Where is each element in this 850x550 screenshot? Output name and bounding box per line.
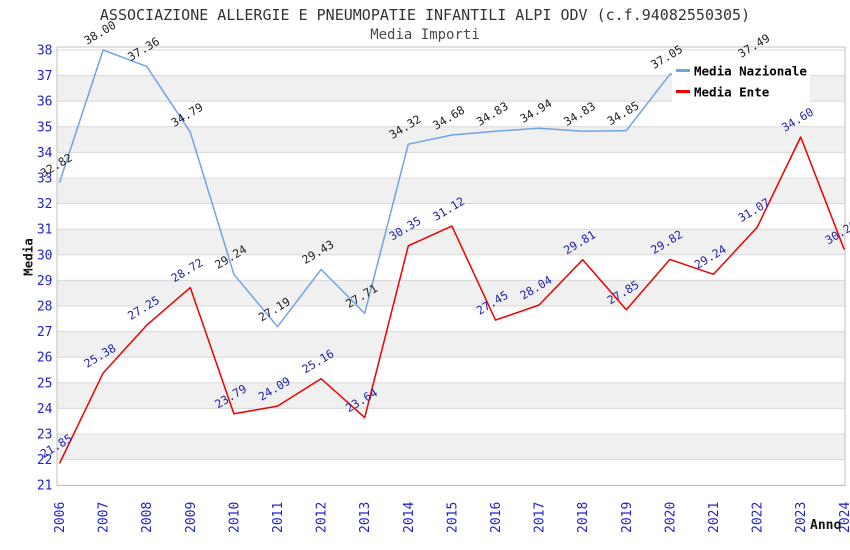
grid-band — [57, 229, 845, 255]
legend-item-media-ente: Media Ente — [694, 85, 770, 100]
x-tick-label: 2011 — [271, 502, 286, 533]
x-tick-label: 2024 — [838, 502, 850, 533]
x-tick-label: 2020 — [663, 502, 678, 533]
x-tick-label: 2023 — [794, 502, 809, 533]
chart-title: ASSOCIAZIONE ALLERGIE E PNEUMOPATIE INFA… — [99, 6, 751, 24]
x-tick-label: 2017 — [533, 502, 548, 533]
y-tick-label: 36 — [37, 95, 53, 110]
plot-border — [56, 46, 846, 486]
y-tick-label: 27 — [37, 325, 53, 340]
point-label-media-nazionale: 34.83 — [474, 99, 511, 129]
x-tick-label: 2015 — [445, 502, 460, 533]
y-tick-label: 35 — [37, 120, 53, 135]
x-tick-label: 2007 — [97, 502, 112, 533]
x-tick-label: 2010 — [227, 502, 242, 533]
point-label-media-nazionale: 34.83 — [561, 99, 598, 129]
y-tick-label: 21 — [37, 479, 53, 494]
y-tick-label: 28 — [37, 300, 53, 315]
y-tick-label: 24 — [37, 402, 53, 417]
legend-box — [672, 55, 810, 103]
point-label-media-nazionale: 34.79 — [169, 100, 206, 130]
x-tick-label: 2013 — [358, 502, 373, 533]
x-tick-label: 2021 — [707, 502, 722, 533]
y-tick-label: 33 — [37, 172, 53, 187]
point-label-media-nazionale: 37.36 — [125, 34, 162, 64]
series-line-media-nazionale — [58, 49, 758, 328]
y-tick-label: 32 — [37, 197, 53, 212]
y-tick-label: 34 — [37, 146, 53, 161]
grid-band — [57, 382, 845, 409]
point-label-media-nazionale: 38.00 — [81, 18, 118, 48]
y-tick-label: 22 — [37, 453, 53, 468]
grid-band — [57, 331, 845, 358]
y-tick-label: 30 — [37, 248, 53, 263]
y-tick-label: 31 — [37, 223, 53, 238]
y-tick-label: 37 — [37, 69, 53, 84]
x-tick-label: 2014 — [402, 502, 417, 533]
grid-band — [57, 178, 845, 204]
grid-band — [57, 126, 845, 153]
x-tick-label: 2019 — [620, 502, 635, 533]
y-tick-label: 38 — [37, 44, 53, 59]
series-line-media-ente — [58, 136, 845, 464]
y-tick-label: 25 — [37, 376, 53, 391]
x-tick-label: 2016 — [489, 502, 504, 533]
grid-band — [57, 280, 845, 306]
x-axis-title: Anno — [810, 518, 842, 533]
x-tick-label: 2012 — [315, 502, 330, 533]
x-tick-label: 2006 — [53, 502, 68, 533]
legend-item-media-nazionale: Media Nazionale — [694, 64, 807, 79]
y-tick-label: 29 — [37, 274, 53, 289]
x-tick-label: 2009 — [184, 502, 199, 533]
y-tick-label: 26 — [37, 351, 53, 366]
y-tick-label: 23 — [37, 428, 53, 443]
grid-band — [57, 434, 845, 460]
point-label-media-ente: 30.20 — [823, 217, 850, 247]
chart-subtitle: Media Importi — [370, 27, 480, 43]
x-tick-label: 2018 — [576, 502, 591, 533]
x-tick-label: 2022 — [751, 502, 766, 533]
x-tick-label: 2008 — [140, 502, 155, 533]
point-label-media-nazionale: 34.85 — [605, 98, 642, 128]
